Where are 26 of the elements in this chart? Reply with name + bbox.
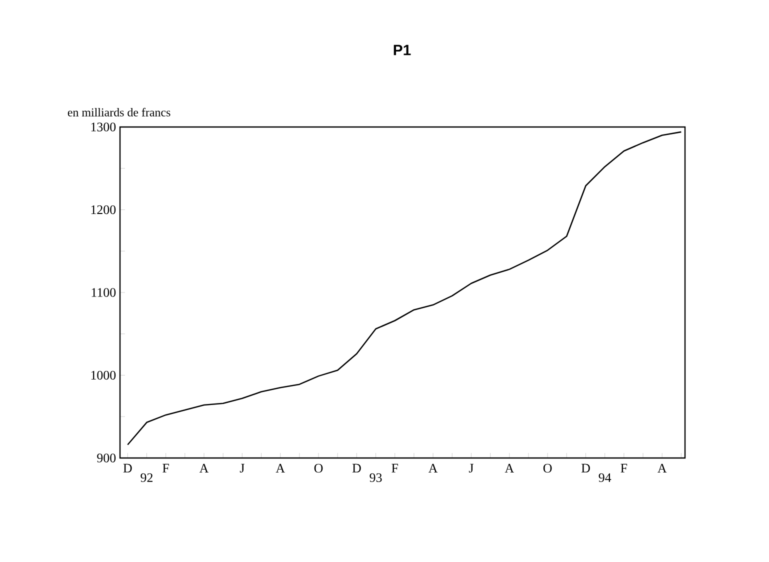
chart-title: P1 bbox=[394, 44, 411, 56]
x-tick-label: A bbox=[658, 464, 667, 472]
x-tick-label: J bbox=[468, 464, 474, 473]
x-tick-label: F bbox=[392, 464, 398, 472]
x-tick-label: F bbox=[620, 464, 628, 472]
x-tick-label: O bbox=[314, 464, 323, 473]
x-tick-label: A bbox=[199, 464, 209, 472]
x-tick-label: D bbox=[581, 464, 590, 472]
y-axis-title: en milliards de francs bbox=[68, 108, 170, 116]
y-tick-label: 900 bbox=[97, 454, 116, 462]
x-tick-label: F bbox=[162, 464, 169, 472]
line-series bbox=[126, 131, 682, 446]
x-tick-label: A bbox=[504, 464, 514, 472]
x-tick-label: 93 bbox=[370, 473, 382, 482]
x-tick-label: A bbox=[276, 464, 285, 472]
x-tick-label: D bbox=[123, 464, 132, 472]
x-tick-label: O bbox=[543, 464, 552, 473]
y-tick-label: 1000 bbox=[91, 370, 116, 380]
x-tick-label: 92 bbox=[140, 473, 152, 482]
x-tick-label: D bbox=[352, 464, 361, 472]
y-tick-label: 1200 bbox=[91, 205, 116, 214]
y-tick-label: 1300 bbox=[91, 122, 116, 132]
y-tick-label: 1100 bbox=[92, 288, 116, 297]
x-tick-label: A bbox=[428, 464, 438, 472]
x-tick-label: 94 bbox=[598, 473, 612, 482]
x-tick-label: J bbox=[240, 464, 244, 473]
